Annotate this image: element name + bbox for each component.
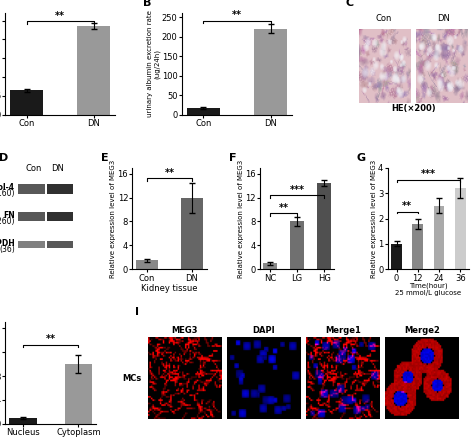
- Text: **: **: [46, 334, 55, 344]
- FancyBboxPatch shape: [18, 212, 45, 222]
- Text: Col-4: Col-4: [0, 183, 15, 192]
- FancyBboxPatch shape: [18, 184, 45, 194]
- Text: Merge2: Merge2: [404, 326, 440, 336]
- Text: **: **: [279, 203, 289, 213]
- Text: (36): (36): [0, 245, 15, 254]
- Text: DAPI: DAPI: [253, 326, 275, 336]
- Bar: [291, 222, 304, 269]
- Text: GAPDH: GAPDH: [0, 239, 15, 248]
- FancyBboxPatch shape: [18, 241, 45, 248]
- FancyBboxPatch shape: [46, 184, 73, 194]
- Text: I: I: [135, 307, 139, 317]
- Y-axis label: Relative expression level of MEG3: Relative expression level of MEG3: [238, 160, 244, 277]
- X-axis label: Kidney tissue: Kidney tissue: [141, 284, 198, 293]
- X-axis label: Time(hour)
25 mmol/L glucose: Time(hour) 25 mmol/L glucose: [395, 282, 462, 296]
- Text: MEG3: MEG3: [172, 326, 198, 336]
- Y-axis label: Relative expression level of MEG3: Relative expression level of MEG3: [371, 160, 377, 277]
- Text: B: B: [143, 0, 151, 8]
- Y-axis label: urinary albumin excretion rate
(ug/24h): urinary albumin excretion rate (ug/24h): [147, 10, 160, 118]
- Bar: [64, 364, 92, 424]
- Bar: [77, 26, 110, 115]
- Text: Con: Con: [25, 164, 42, 173]
- Y-axis label: Relative expression level of MEG3: Relative expression level of MEG3: [110, 160, 116, 277]
- Text: **: **: [55, 10, 65, 21]
- Bar: [264, 264, 277, 269]
- Bar: [10, 90, 43, 115]
- Bar: [434, 206, 444, 269]
- Text: **: **: [232, 10, 242, 20]
- Text: G: G: [356, 153, 365, 163]
- Bar: [318, 183, 331, 269]
- Text: DN: DN: [51, 164, 64, 173]
- Text: Con: Con: [376, 14, 392, 23]
- Text: DN: DN: [438, 14, 450, 23]
- Text: ***: ***: [290, 185, 305, 195]
- Text: **: **: [402, 201, 412, 211]
- Text: C: C: [346, 0, 354, 8]
- Text: HE(×200): HE(×200): [392, 104, 436, 113]
- Text: E: E: [101, 153, 109, 163]
- Bar: [187, 108, 220, 115]
- Text: MCs: MCs: [122, 374, 142, 383]
- Bar: [136, 260, 158, 269]
- Bar: [412, 224, 423, 269]
- Text: F: F: [229, 153, 236, 163]
- Text: Merge1: Merge1: [325, 326, 361, 336]
- Bar: [254, 29, 287, 115]
- Bar: [455, 188, 465, 269]
- Bar: [181, 198, 203, 269]
- Bar: [391, 244, 402, 269]
- Text: FN: FN: [3, 211, 15, 220]
- Text: (160): (160): [0, 189, 15, 198]
- Text: D: D: [0, 153, 8, 163]
- Text: (260): (260): [0, 217, 15, 226]
- Bar: [9, 418, 36, 424]
- Text: **: **: [164, 168, 174, 178]
- FancyBboxPatch shape: [46, 212, 73, 222]
- Text: ***: ***: [421, 169, 436, 179]
- FancyBboxPatch shape: [46, 241, 73, 248]
